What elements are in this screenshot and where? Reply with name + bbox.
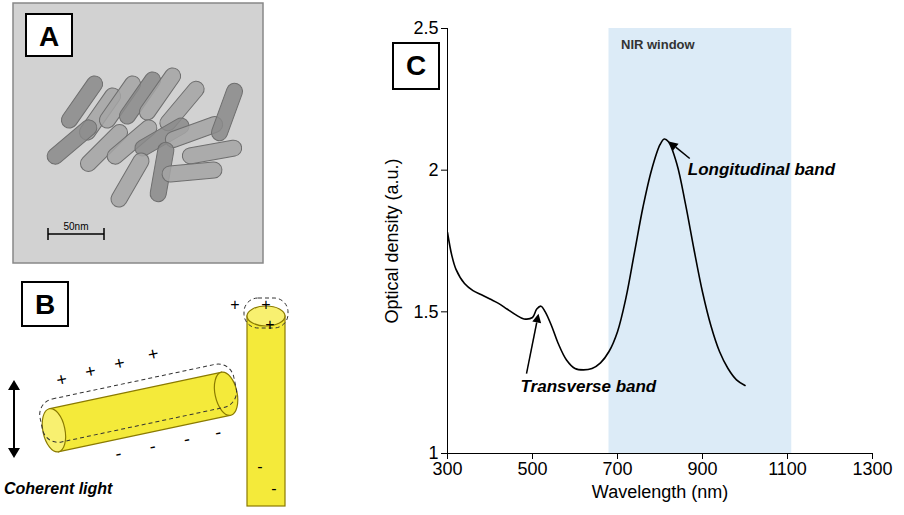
svg-text:+: +	[146, 343, 160, 365]
svg-text:-: -	[113, 443, 123, 464]
svg-text:1: 1	[428, 443, 439, 464]
svg-text:Transverse band: Transverse band	[521, 377, 657, 396]
svg-text:+: +	[261, 296, 270, 313]
svg-text:2: 2	[428, 160, 438, 180]
svg-text:+: +	[230, 296, 239, 313]
svg-text:+: +	[54, 369, 68, 391]
svg-text:+: +	[112, 352, 126, 374]
svg-text:1300: 1300	[852, 459, 892, 479]
svg-text:B: B	[35, 289, 55, 320]
svg-text:NIR window: NIR window	[621, 37, 696, 52]
svg-text:700: 700	[602, 459, 632, 479]
svg-text:-: -	[257, 458, 262, 475]
svg-text:2.5: 2.5	[413, 18, 438, 38]
svg-text:1100: 1100	[768, 459, 807, 479]
svg-text:-: -	[271, 480, 276, 497]
svg-text:Wavelength (nm): Wavelength (nm)	[592, 482, 728, 502]
svg-text:900: 900	[687, 459, 717, 479]
svg-text:+: +	[265, 316, 274, 333]
svg-text:-: -	[213, 422, 223, 443]
svg-text:1.5: 1.5	[413, 302, 438, 322]
html-text:C: C	[405, 50, 427, 81]
svg-text:50nm: 50nm	[63, 221, 88, 232]
svg-text:A: A	[39, 21, 59, 52]
svg-text:Coherent light: Coherent light	[4, 480, 113, 497]
svg-text:500: 500	[517, 459, 547, 479]
svg-text:Optical density (a.u.): Optical density (a.u.)	[382, 158, 402, 323]
svg-text:300: 300	[432, 459, 462, 479]
svg-text:-: -	[147, 436, 157, 457]
svg-text:+: +	[83, 361, 97, 383]
svg-text:-: -	[182, 428, 192, 449]
svg-text:Longitudinal band: Longitudinal band	[688, 160, 836, 179]
